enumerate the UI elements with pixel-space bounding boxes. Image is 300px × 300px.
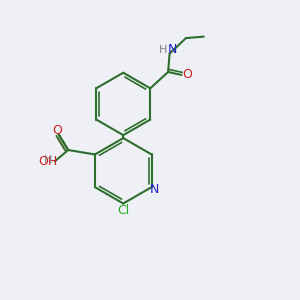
Text: OH: OH [39, 155, 58, 168]
Text: O: O [52, 124, 62, 136]
Text: O: O [182, 68, 192, 82]
Text: Cl: Cl [117, 203, 129, 217]
Text: N: N [149, 183, 159, 196]
Text: H: H [159, 45, 167, 55]
Text: H: H [44, 154, 52, 164]
Text: N: N [167, 44, 177, 56]
